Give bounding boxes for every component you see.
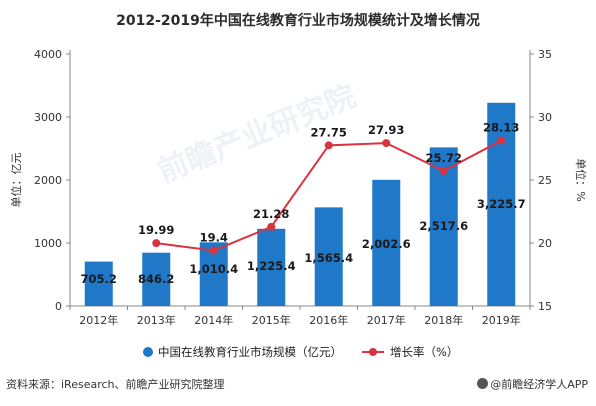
brand-credit: @前瞻经济学人APP bbox=[477, 376, 588, 392]
bar bbox=[372, 179, 401, 306]
line-value-label: 19.4 bbox=[200, 231, 228, 245]
right-axis-title: 单位：% bbox=[574, 158, 588, 201]
x-tick-label: 2014年 bbox=[194, 313, 233, 327]
bar bbox=[314, 207, 343, 306]
line-value-label: 27.75 bbox=[311, 125, 347, 139]
bar-value-label: 2,002.6 bbox=[362, 237, 411, 251]
x-tick-label: 2016年 bbox=[309, 313, 348, 327]
legend-line-point bbox=[369, 348, 377, 356]
bar-value-label: 1,225.4 bbox=[247, 259, 296, 273]
left-tick-label: 0 bbox=[55, 300, 62, 313]
bar bbox=[257, 228, 286, 306]
legend-line-label: 增长率（%） bbox=[390, 345, 458, 359]
growth-point bbox=[324, 141, 333, 150]
bar-value-label: 1,010.4 bbox=[189, 262, 238, 276]
bar bbox=[142, 252, 171, 306]
x-tick-label: 2015年 bbox=[252, 313, 291, 327]
right-tick-label: 25 bbox=[538, 174, 552, 187]
source-text: iResearch、前瞻产业研究院整理 bbox=[61, 378, 225, 391]
line-series bbox=[152, 136, 506, 255]
growth-point bbox=[209, 246, 218, 255]
line-value-label: 27.93 bbox=[368, 123, 404, 137]
legend-bar-marker bbox=[143, 347, 153, 357]
line-value-label: 25.72 bbox=[426, 151, 462, 165]
right-tick-label: 20 bbox=[538, 237, 552, 250]
left-tick-label: 1000 bbox=[34, 237, 62, 250]
x-tick-label: 2012年 bbox=[79, 313, 118, 327]
line-value-label: 21.28 bbox=[253, 207, 289, 221]
growth-point bbox=[267, 222, 276, 231]
right-tick-label: 30 bbox=[538, 111, 552, 124]
left-tick-label: 3000 bbox=[34, 111, 62, 124]
bar-value-label: 1,565.4 bbox=[304, 251, 353, 265]
brand-logo-icon bbox=[477, 378, 489, 389]
brand-text: @前瞻经济学人APP bbox=[490, 378, 588, 391]
chart-title: 2012-2019年中国在线教育行业市场规模统计及增长情况 bbox=[116, 13, 480, 29]
x-axis: 2012年 2013年 2014年 2015年 2016年 2017年 2018年 2019年 bbox=[69, 305, 531, 327]
x-tick-label: 2018年 bbox=[424, 313, 463, 327]
growth-point bbox=[497, 136, 506, 145]
bar bbox=[84, 261, 113, 306]
source-label: 资料来源： bbox=[6, 378, 61, 391]
right-tick-label: 35 bbox=[538, 48, 552, 61]
x-tick-label: 2017年 bbox=[367, 313, 406, 327]
source-note: 资料来源：iResearch、前瞻产业研究院整理 bbox=[6, 376, 225, 392]
bar-value-label: 705.2 bbox=[81, 272, 117, 286]
growth-point bbox=[439, 166, 448, 175]
growth-point bbox=[152, 239, 161, 248]
x-tick-label: 2019年 bbox=[482, 313, 521, 327]
left-axis-title: 单位：亿元 bbox=[9, 153, 23, 208]
legend-bar-label: 中国在线教育行业市场规模（亿元） bbox=[158, 345, 342, 359]
line-value-label: 19.99 bbox=[138, 223, 174, 237]
growth-point bbox=[382, 139, 391, 148]
bar-value-label: 2,517.6 bbox=[419, 219, 468, 233]
right-tick-label: 15 bbox=[538, 300, 552, 313]
line-value-label: 28.13 bbox=[483, 121, 519, 135]
bar-value-label: 846.2 bbox=[138, 272, 174, 286]
bar-value-label: 3,225.7 bbox=[477, 197, 526, 211]
legend: 中国在线教育行业市场规模（亿元） 增长率（%） bbox=[143, 345, 458, 359]
left-tick-label: 4000 bbox=[34, 48, 62, 61]
right-axis: 15 20 25 30 35 单位：% bbox=[529, 48, 588, 313]
left-axis: 0 1000 2000 3000 4000 单位：亿元 bbox=[9, 48, 71, 313]
x-tick-label: 2013年 bbox=[137, 313, 176, 327]
left-tick-label: 2000 bbox=[34, 174, 62, 187]
data-labels: 705.2 846.2 1,010.4 1,225.4 1,565.4 2,002.6 2,… bbox=[81, 121, 526, 286]
